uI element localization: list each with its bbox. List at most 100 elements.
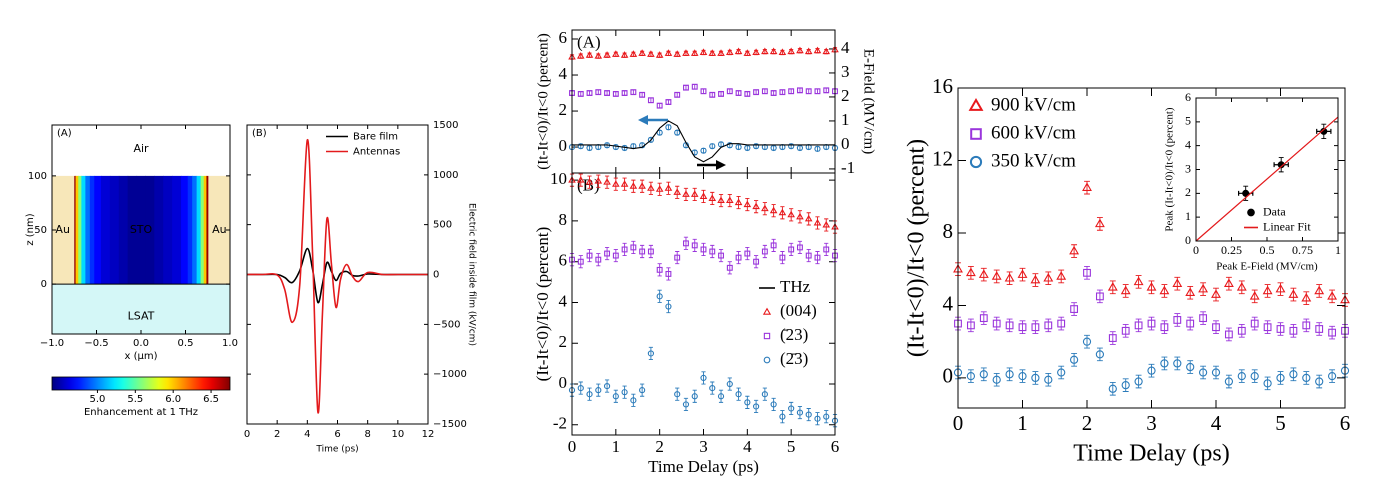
- data-point: [1083, 268, 1091, 277]
- data-point: [709, 385, 716, 392]
- data-point: [717, 49, 725, 56]
- data-point: [1147, 366, 1156, 375]
- error-bar: [718, 389, 724, 403]
- error-bar: [980, 367, 987, 382]
- y-tick-label: 8: [943, 219, 954, 243]
- error-bar: [771, 397, 776, 411]
- legend-label: Bare film: [353, 132, 398, 143]
- data-point: [630, 244, 637, 251]
- data-point: [769, 47, 778, 55]
- data-point: [770, 401, 777, 408]
- error-bar: [736, 387, 741, 401]
- error-bar: [789, 401, 794, 416]
- data-point: [577, 385, 584, 392]
- data-point: [804, 214, 813, 222]
- arrow-head: [716, 160, 726, 170]
- error-bar: [1096, 289, 1103, 304]
- data-point: [769, 206, 778, 214]
- legend-swatch: [969, 155, 983, 169]
- legend-swatch: [762, 307, 772, 315]
- data-point: [612, 393, 619, 400]
- data-point: [674, 91, 681, 98]
- data-point: [1276, 373, 1285, 383]
- error-bar: [1200, 365, 1207, 380]
- data-point: [1121, 381, 1130, 390]
- heat-cell: [181, 175, 189, 285]
- data-point: [656, 293, 663, 300]
- region-label: STO: [130, 223, 153, 236]
- x-axis-label: Peak E-Field (MV/cm): [1216, 261, 1318, 273]
- error-bar: [587, 387, 592, 401]
- data-point: [709, 248, 716, 255]
- y2-tick-label: 0: [841, 134, 850, 153]
- data-point: [1198, 283, 1209, 293]
- x-tick-label: 1: [1335, 243, 1341, 257]
- data-point: [966, 371, 976, 381]
- data-point: [621, 246, 628, 253]
- data-point: [620, 51, 629, 58]
- data-point: [805, 88, 812, 95]
- x-tick-label: 0: [244, 429, 250, 440]
- error-bar: [762, 387, 767, 401]
- data-point: [761, 47, 769, 55]
- data-point: [595, 89, 602, 96]
- legend-label: 900 kV/cm: [991, 94, 1076, 115]
- heat-cell: [109, 175, 120, 285]
- y-tick-label: 0: [1185, 233, 1191, 247]
- data-point: [1212, 323, 1220, 332]
- data-point: [805, 411, 812, 418]
- data-point: [788, 143, 795, 150]
- data-point: [1044, 375, 1053, 384]
- data-point: [674, 129, 681, 136]
- data-point: [1133, 276, 1144, 286]
- error-bar: [1251, 316, 1258, 331]
- heat-cell: [85, 175, 91, 285]
- legend-label: (̄23): [780, 325, 808, 344]
- error-bar: [754, 399, 759, 414]
- error-bar: [604, 379, 610, 393]
- data-point: [1030, 274, 1041, 284]
- data-point: [612, 180, 620, 187]
- x-axis-label: Time Delay (ps): [648, 457, 759, 476]
- data-point: [1004, 272, 1015, 282]
- plot-frame: [51, 124, 231, 335]
- y-tick-label: 0: [943, 364, 954, 388]
- data-point: [612, 90, 619, 97]
- data-point: [1315, 377, 1324, 386]
- data-point: [1211, 289, 1221, 298]
- error-bar: [1161, 320, 1168, 334]
- x-tick-label: 0.5: [178, 338, 194, 349]
- heat-cell: [203, 175, 208, 285]
- y2-tick-label: 3: [841, 62, 850, 81]
- arrows: [638, 115, 726, 170]
- data-point: [992, 319, 1001, 328]
- data-line: [572, 120, 835, 163]
- data-point: [1289, 326, 1298, 335]
- data-point: [1276, 325, 1285, 333]
- data-point: [796, 212, 804, 220]
- data-point: [813, 218, 822, 226]
- y-tick-label: 6: [559, 28, 568, 47]
- data-line: [1195, 116, 1339, 242]
- error-bar: [1290, 324, 1297, 338]
- error-bar: [806, 249, 811, 263]
- y-tick-label: 500: [433, 220, 452, 231]
- error-bar: [1277, 322, 1284, 336]
- y-tick-label: −1500: [433, 419, 467, 430]
- data-point: [788, 246, 795, 253]
- legend-label: (004): [780, 301, 817, 320]
- error-bar: [657, 289, 662, 303]
- data-point: [814, 254, 821, 261]
- data-point: [796, 244, 803, 251]
- data-point: [699, 48, 708, 56]
- data-point: [612, 143, 619, 151]
- data-point: [726, 380, 733, 388]
- data-point: [1094, 218, 1105, 228]
- data-point: [734, 47, 743, 55]
- data-point: [823, 413, 830, 420]
- data-point: [787, 47, 795, 55]
- y-tick-label: 0: [41, 279, 47, 290]
- heat-cell: [75, 175, 79, 285]
- data-point: [586, 252, 593, 259]
- heat-cell: [154, 175, 164, 285]
